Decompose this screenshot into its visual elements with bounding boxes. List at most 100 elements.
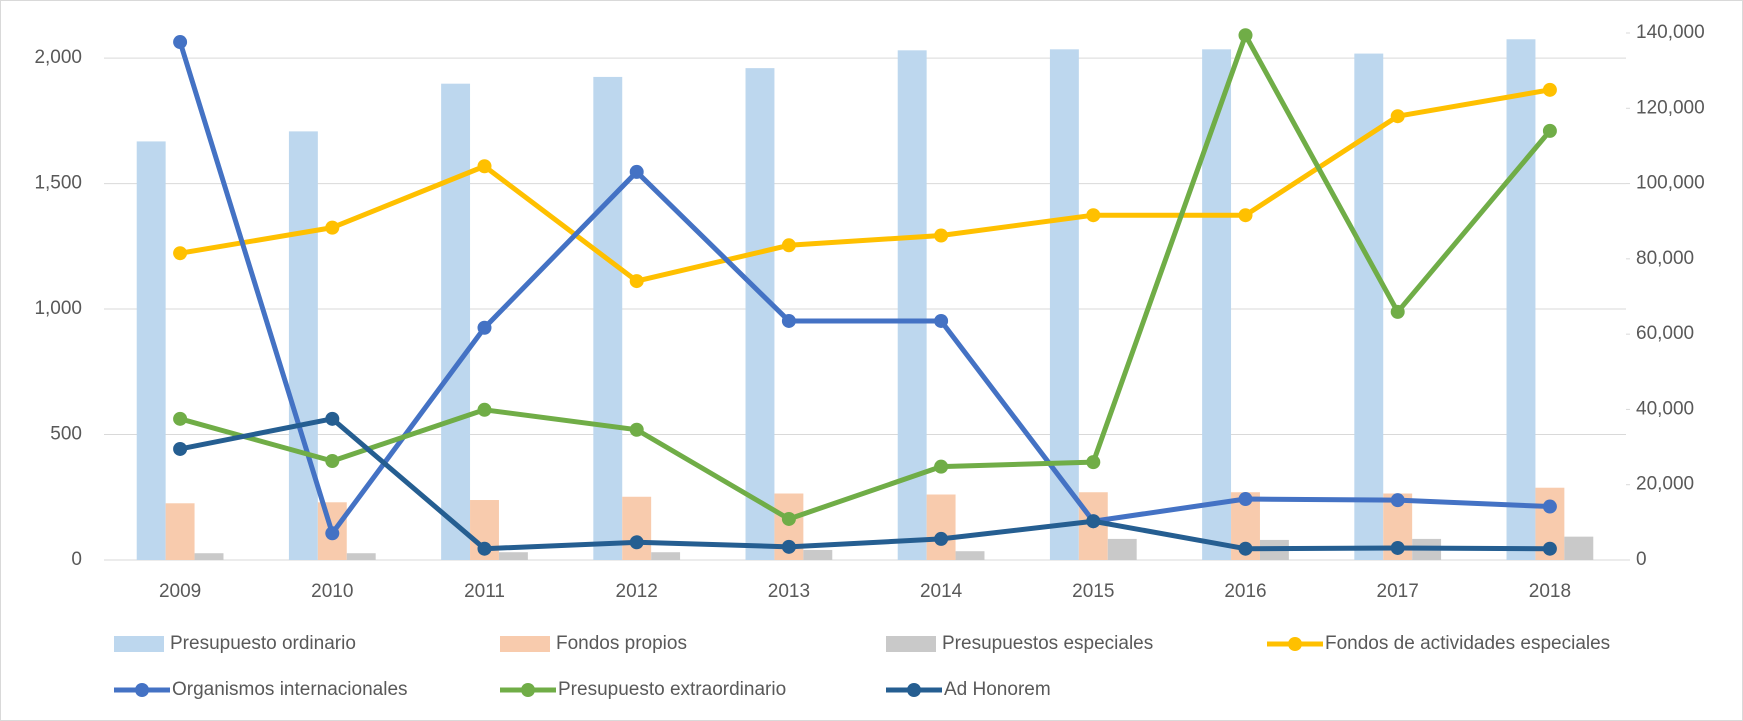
marker [1542, 541, 1557, 556]
legend-marker [1288, 637, 1302, 651]
bar [897, 50, 927, 561]
legend-marker [907, 683, 921, 697]
marker [1390, 493, 1405, 508]
marker [1390, 109, 1405, 124]
line [179, 416, 1550, 552]
marker [173, 246, 188, 261]
x-tick-label: 2012 [616, 581, 658, 602]
bar [136, 141, 166, 560]
bar [165, 503, 195, 560]
marker [1542, 499, 1557, 514]
bar [498, 552, 528, 560]
marker [1390, 304, 1405, 319]
marker [1086, 455, 1101, 470]
x-tick-label: 2011 [464, 581, 505, 602]
line [177, 41, 1551, 536]
marker [629, 422, 644, 437]
marker [325, 526, 340, 541]
bar [651, 552, 681, 560]
marker [1238, 492, 1253, 507]
bar [745, 68, 775, 560]
marker [781, 313, 796, 328]
marker [173, 441, 188, 456]
x-tick-label: 2018 [1529, 581, 1571, 602]
legend-swatch [114, 636, 164, 652]
marker [1238, 541, 1253, 556]
legend-marker [135, 683, 149, 697]
marker [934, 459, 949, 474]
marker [325, 220, 340, 235]
x-tick-label: 2009 [159, 581, 201, 602]
legend-swatch [886, 636, 936, 652]
marker [629, 274, 644, 289]
marker [629, 535, 644, 550]
y2-tick-label: 120,000 [1636, 97, 1705, 118]
y2-tick-label: 80,000 [1636, 248, 1694, 269]
line [179, 32, 1552, 522]
marker [325, 453, 340, 468]
bar [1564, 536, 1594, 560]
y-tick-label: 0 [71, 549, 82, 570]
marker [173, 35, 188, 50]
marker [477, 541, 492, 556]
legend-label: Fondos propios [556, 633, 687, 654]
marker [934, 531, 949, 546]
legend-label: Presupuesto ordinario [170, 633, 356, 654]
bar [1202, 49, 1232, 561]
marker [325, 411, 340, 426]
marker [477, 402, 492, 417]
y-tick-label: 1,500 [34, 173, 82, 194]
y-tick-label: 2,000 [34, 47, 82, 68]
marker [934, 313, 949, 328]
bar [194, 553, 224, 560]
bar [288, 131, 318, 560]
legend-label: Presupuesto extraordinario [558, 679, 786, 700]
y2-tick-label: 20,000 [1636, 474, 1694, 495]
bar [441, 83, 471, 560]
marker [1086, 208, 1101, 223]
bar [1107, 538, 1137, 560]
bar [955, 551, 985, 560]
y2-tick-label: 100,000 [1636, 173, 1705, 194]
legend-label: Presupuestos especiales [942, 633, 1153, 654]
line [179, 87, 1551, 284]
legend-label: Fondos de actividades especiales [1325, 633, 1610, 654]
marker [477, 159, 492, 174]
legend-swatch [500, 636, 550, 652]
marker [1390, 540, 1405, 555]
marker [1542, 82, 1557, 97]
bar [622, 496, 652, 560]
marker [781, 511, 796, 526]
y-tick-label: 500 [50, 424, 82, 445]
x-tick-label: 2016 [1224, 581, 1266, 602]
marker [934, 228, 949, 243]
marker [1542, 123, 1557, 138]
bar [1049, 49, 1079, 561]
marker [629, 164, 644, 179]
y2-tick-label: 140,000 [1636, 22, 1705, 43]
y2-tick-label: 0 [1636, 549, 1647, 570]
y2-tick-label: 40,000 [1636, 398, 1694, 419]
x-tick-label: 2010 [311, 581, 353, 602]
bar [803, 549, 833, 560]
legend-label: Organismos internacionales [172, 679, 408, 700]
legend-marker [521, 683, 535, 697]
marker [1238, 208, 1253, 223]
bar [1506, 39, 1536, 561]
marker [1086, 514, 1101, 529]
bar [593, 76, 623, 561]
marker [1238, 28, 1253, 43]
bar [346, 553, 376, 560]
y2-tick-label: 60,000 [1636, 323, 1694, 344]
x-tick-label: 2014 [920, 581, 963, 602]
x-tick-label: 2013 [768, 581, 810, 602]
y-tick-label: 1,000 [34, 298, 82, 319]
marker [781, 238, 796, 253]
x-tick-label: 2017 [1377, 581, 1419, 602]
x-tick-label: 2015 [1072, 581, 1114, 602]
marker [781, 539, 796, 554]
marker [173, 411, 188, 426]
marker [477, 320, 492, 335]
